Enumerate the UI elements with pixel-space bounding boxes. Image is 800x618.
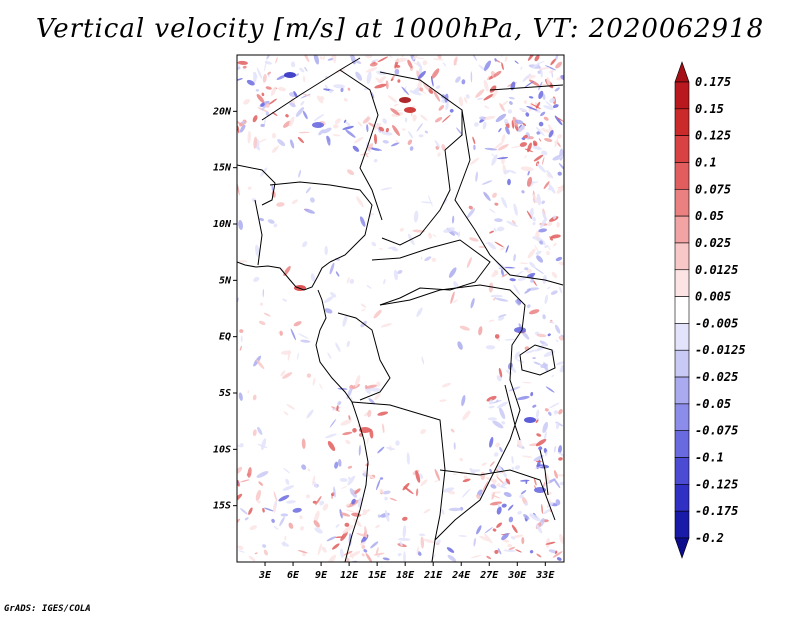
colorbar-label: 0.175: [695, 75, 731, 89]
lon-tick-label: 12E: [340, 570, 359, 581]
longitude-axis: 3E 6E 9E 12E 15E 18E 21E 24E 27E 30E 33E: [258, 562, 555, 581]
colorbar-bin: [674, 484, 690, 512]
colorbar-label: 0.025: [695, 236, 731, 250]
border-drc: [379, 284, 526, 562]
map-frame: [236, 54, 565, 563]
border-east-1: [489, 84, 564, 91]
colorbar-label: 0.075: [695, 182, 731, 196]
colorbar: 0.175 0.15 0.125 0.1 0.075 0.05 0.025 0.0125 0.0…: [674, 61, 746, 559]
colorbar-label: -0.0125: [695, 343, 746, 357]
colorbar-bin: [674, 457, 690, 485]
colorbar-bin: [674, 430, 690, 458]
colorbar-label: 0.1: [695, 155, 717, 169]
border-niger: [339, 69, 383, 221]
colorbar-bin: [674, 376, 690, 405]
colorbar-bin: [674, 135, 690, 163]
colorbar-label: -0.025: [695, 370, 738, 384]
colorbar-bin: [674, 81, 690, 110]
lat-tick-label: EQ: [219, 332, 231, 343]
border-sahara-north: [261, 57, 361, 121]
lake-malawi: [539, 449, 549, 496]
lat-tick-label: 15N: [213, 163, 232, 174]
colorbar-label: -0.175: [695, 504, 738, 518]
lon-tick-label: 15E: [368, 570, 387, 581]
border-west-2: [254, 199, 263, 266]
colorbar-label: 0.0125: [695, 263, 738, 277]
lon-tick-label: 21E: [423, 570, 443, 581]
border-angola: [351, 401, 446, 541]
chart-title: Vertical velocity [m/s] at 1000hPa, VT: …: [35, 14, 765, 44]
lon-tick-label: 24E: [451, 570, 471, 581]
lake-victoria: [519, 344, 556, 376]
colorbar-bin: [674, 349, 690, 378]
lat-tick-label: 15S: [213, 501, 231, 512]
border-sudan: [454, 109, 564, 286]
lat-tick-label: 10S: [213, 444, 231, 455]
lon-tick-label: 9E: [315, 570, 328, 581]
lake-tanganyika: [504, 384, 521, 441]
colorbar-label: 0.005: [695, 290, 731, 304]
colorbar-label: -0.005: [695, 316, 738, 330]
lon-tick-label: 27E: [479, 570, 499, 581]
colorbar-bin: [674, 510, 690, 539]
lat-tick-label: 10N: [213, 219, 232, 230]
lon-tick-label: 30E: [507, 570, 527, 581]
colorbar-label: 0.05: [695, 209, 724, 223]
lat-tick-label: 5N: [219, 275, 232, 286]
velocity-field: [237, 55, 564, 562]
colorbar-bin: [674, 242, 690, 271]
border-car: [371, 239, 491, 306]
lon-tick-label: 33E: [535, 570, 555, 581]
lon-tick-label: 18E: [396, 570, 415, 581]
colorbar-bin: [674, 323, 690, 351]
colorbar-bin: [674, 269, 690, 297]
border-west-1: [237, 164, 276, 206]
coastline-west-africa: [237, 261, 331, 291]
border-chad: [381, 149, 451, 246]
colorbar-bin: [674, 215, 690, 244]
colorbar-label: -0.2: [695, 531, 724, 545]
border-nigeria: [269, 181, 373, 263]
colorbar-bin: [674, 108, 690, 136]
colorbar-label: -0.125: [695, 477, 738, 491]
colorbar-label: -0.075: [695, 424, 738, 438]
border-congo: [337, 312, 391, 401]
colorbar-bin: [674, 403, 690, 432]
colorbar-bin: [674, 162, 690, 190]
colorbar-label: 0.15: [695, 102, 724, 116]
colorbar-label: 0.125: [695, 129, 731, 143]
colorbar-label: -0.05: [695, 397, 731, 411]
border-zambia: [439, 469, 556, 521]
country-borders: [237, 57, 564, 562]
lat-tick-label: 5S: [219, 388, 231, 399]
lon-tick-label: 3E: [258, 570, 272, 581]
colorbar-cap-bottom: [674, 537, 690, 559]
lon-tick-label: 6E: [287, 570, 300, 581]
colorbar-cap-top: [674, 61, 690, 83]
grads-credit: GrADS: IGES/COLA: [4, 604, 91, 614]
colorbar-label: -0.1: [695, 451, 724, 465]
colorbar-bin: [674, 296, 690, 324]
colorbar-bin: [674, 188, 690, 217]
map-background: [237, 55, 564, 562]
coastline-central-africa: [315, 289, 369, 562]
latitude-axis: 20N 15N 10N 5N EQ 5S 10S 15S: [212, 106, 237, 512]
lat-tick-label: 20N: [212, 106, 232, 117]
